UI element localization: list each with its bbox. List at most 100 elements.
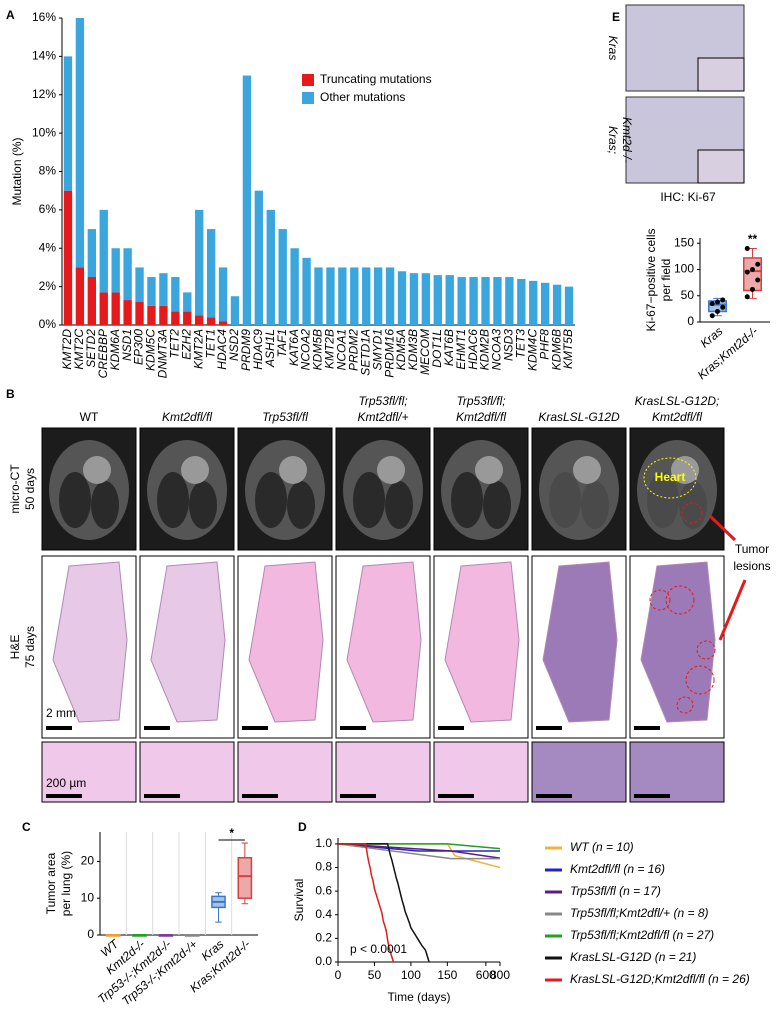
bar-segment — [99, 209, 108, 293]
he-lung — [346, 561, 422, 723]
data-point — [709, 313, 715, 319]
he-lung — [248, 561, 324, 723]
x-tick-label: TET3 — [513, 329, 527, 359]
bar-segment — [445, 275, 454, 325]
column-header: Kmt2dfl/fl — [162, 410, 212, 424]
x-tick-label: SMYD1 — [370, 329, 384, 370]
x-tick-label: KDM5A — [394, 329, 408, 370]
column-header: Kmt2dfl/fl — [456, 410, 506, 424]
bar-segment — [421, 273, 431, 325]
bar-segment — [183, 311, 192, 325]
x-tick-label: EP300 — [132, 329, 146, 365]
column-header: Kmt2dfl/+ — [357, 410, 408, 424]
heart-label: Heart — [655, 470, 686, 484]
y-tick-label: 100 — [674, 262, 694, 276]
bar-segment — [123, 248, 132, 301]
legend-label: WT (n = 10) — [570, 840, 634, 854]
bar-segment — [552, 284, 562, 325]
bar-segment — [195, 209, 204, 316]
tumor-outline — [696, 640, 716, 660]
zoom-image — [335, 741, 431, 803]
x-tick-label: NCOA3 — [490, 329, 504, 371]
image-label: Kras; — [606, 126, 620, 154]
bar-segment — [183, 292, 192, 312]
panel-label: C — [22, 820, 31, 834]
bar-segment — [123, 300, 132, 325]
scale-label: 2 mm — [46, 706, 76, 720]
x-tick-label: 100 — [401, 968, 421, 982]
ct-lung — [483, 481, 511, 529]
he-lung — [52, 561, 128, 723]
column-header: Trp53fl/fl; — [456, 394, 505, 408]
ct-lung — [549, 472, 581, 528]
x-tick-label: KDM5B — [311, 329, 325, 370]
lesion-label: lesions — [733, 559, 770, 573]
zoom-image — [237, 741, 333, 803]
ct-heart — [83, 456, 111, 484]
caption: IHC: Ki-67 — [660, 190, 716, 204]
bar-segment — [218, 267, 228, 322]
y-tick-label: 150 — [674, 235, 694, 249]
x-axis-label: Time (days) — [388, 990, 451, 1004]
legend-label: Truncating mutations — [320, 72, 432, 86]
data-point — [720, 297, 726, 303]
x-tick-label: TET2 — [168, 329, 182, 359]
x-tick-label: KMT2A — [191, 329, 205, 369]
bar-segment — [362, 267, 371, 325]
y-axis-label: Mutation (%) — [10, 137, 24, 205]
x-tick-label: KMT5B — [561, 329, 575, 369]
data-point — [755, 261, 761, 267]
scale-label: 200 µm — [46, 776, 86, 790]
y-axis-label: Tumor area — [44, 852, 58, 914]
ct-lung — [59, 472, 91, 528]
x-tick-label: EHMT1 — [454, 329, 468, 370]
x-tick-label: Kras — [698, 324, 726, 351]
x-tick-label: KDM2B — [478, 329, 492, 370]
data-point — [715, 309, 720, 314]
bar-segment — [135, 267, 144, 302]
bar-segment — [111, 292, 120, 325]
bar-segment — [159, 273, 168, 306]
row-label: 75 days — [23, 626, 37, 668]
x-tick-label: PRDM2 — [346, 329, 360, 371]
x-tick-label: PRDM9 — [239, 329, 253, 371]
y-tick-label: 50 — [681, 288, 695, 302]
bar-segment — [290, 248, 299, 325]
y-tick-label: 0.0 — [315, 954, 332, 968]
x-tick-label: KDM5C — [144, 329, 158, 371]
y-tick-label: 0.6 — [315, 883, 332, 897]
y-tick-label: 8% — [39, 164, 57, 178]
bar-segment — [397, 271, 407, 325]
x-tick-label: HDAC9 — [251, 329, 265, 370]
tumor-outline — [685, 665, 715, 695]
x-tick-label: DOT1L — [430, 329, 444, 368]
x-tick-label: KDM6A — [108, 329, 122, 370]
image-label: Kmt2d-/- — [620, 117, 634, 163]
bar-segment — [195, 315, 204, 325]
panel-label: D — [298, 820, 307, 834]
y-tick-label: 16% — [32, 10, 56, 24]
bar-segment — [373, 267, 383, 325]
column-header: KrasLSL-G12D — [538, 410, 620, 424]
zoom-image — [433, 741, 529, 803]
column-header: KrasLSL-G12D; — [635, 394, 720, 408]
legend-label: Trp53fl/fl;Kmt2dfl/fl (n = 27) — [570, 928, 714, 942]
y-tick-label: 12% — [32, 87, 56, 101]
bar-segment — [218, 321, 228, 325]
bar-segment — [63, 56, 73, 191]
row-label: micro-CT — [8, 464, 22, 514]
x-tick-label: SETD2 — [84, 329, 98, 368]
data-point — [715, 299, 720, 305]
y-tick-label: 1.0 — [315, 836, 332, 850]
x-tick-label: NSD3 — [502, 329, 516, 361]
bar-segment — [564, 286, 574, 325]
ct-lung — [287, 481, 315, 529]
survival-line — [338, 843, 395, 963]
bar-segment — [171, 277, 180, 312]
ct-lung — [451, 472, 483, 528]
x-tick-label: KDM6B — [549, 329, 563, 370]
bar-segment — [75, 267, 85, 325]
he-lung — [640, 561, 716, 723]
arrow — [718, 579, 747, 641]
